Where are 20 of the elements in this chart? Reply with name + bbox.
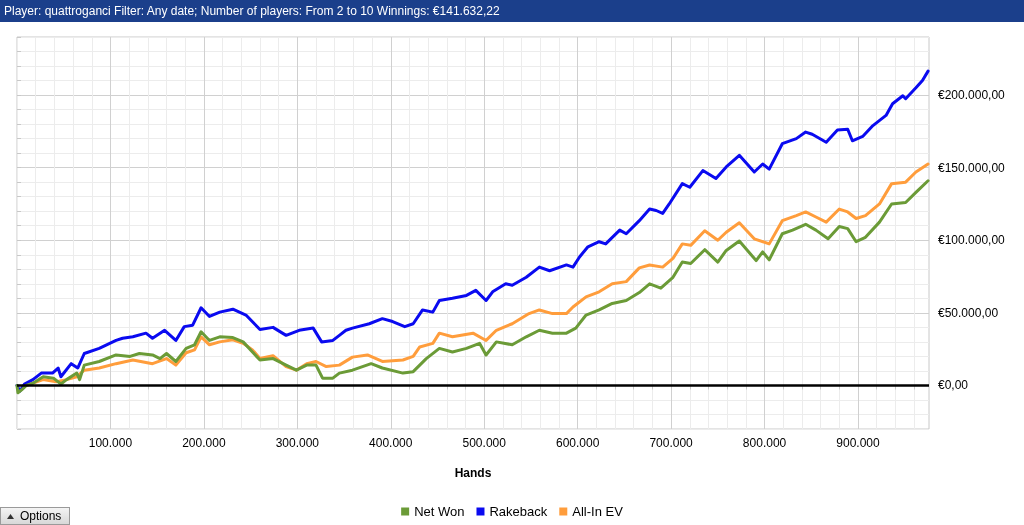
x-tick-label: 400.000 bbox=[369, 436, 413, 450]
y-tick-label: €200.000,00 bbox=[938, 88, 1006, 103]
y-tick-label: €0,00 bbox=[938, 378, 969, 393]
x-axis-title: Hands bbox=[454, 466, 492, 480]
legend-label: All-In EV bbox=[572, 504, 624, 519]
legend-label: Net Won bbox=[414, 504, 465, 519]
x-tick-label: 800.000 bbox=[742, 436, 787, 450]
chart-title: Player: quattroganci Filter: Any date; Number of players: From 2 to 10 Winnings: €141.632,22 bbox=[4, 4, 500, 18]
legend-label: Rakeback bbox=[489, 504, 548, 519]
options-button: Options bbox=[0, 507, 71, 525]
x-tick-label: 700.000 bbox=[649, 436, 694, 450]
x-tick-label: 100.000 bbox=[88, 436, 133, 450]
y-tick-label: €100.000,00 bbox=[938, 233, 1006, 248]
x-tick-label: 300.000 bbox=[275, 436, 320, 450]
y-tick-label: €150.000,00 bbox=[938, 160, 1006, 175]
x-tick-label: 600.000 bbox=[555, 436, 600, 450]
x-tick-label: 500.000 bbox=[462, 436, 507, 450]
x-tick-label: 900.000 bbox=[836, 436, 880, 450]
y-tick-label: €50.000,00 bbox=[938, 305, 999, 320]
x-tick-label: 200.000 bbox=[182, 436, 226, 450]
